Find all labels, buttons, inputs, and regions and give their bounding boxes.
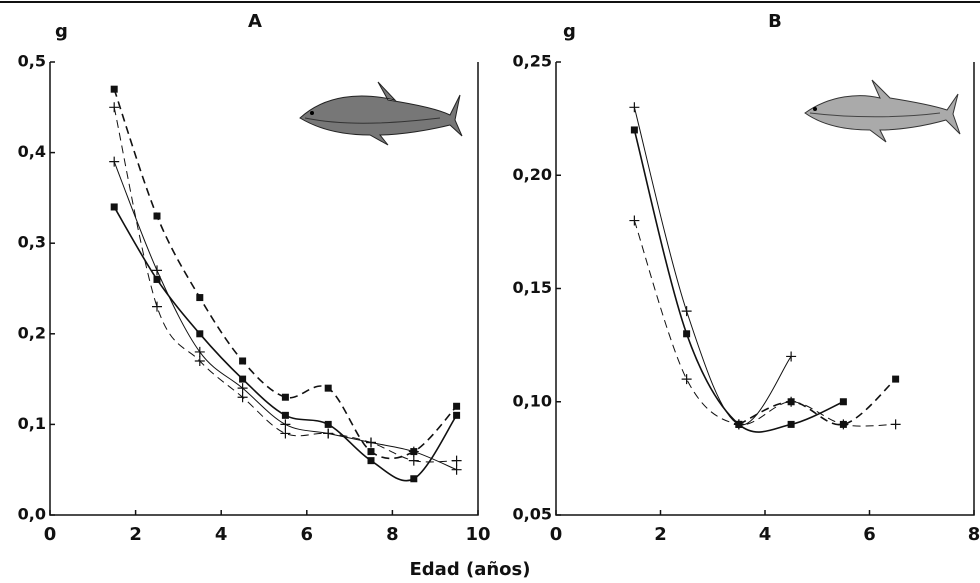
axis-frame (555, 62, 975, 516)
y-tick-label: 0,5 (18, 52, 46, 71)
square-marker (239, 375, 247, 383)
square-marker (367, 457, 375, 465)
x-tick-label: 0 (44, 524, 57, 545)
square-marker (324, 420, 332, 428)
x-tick-label: 8 (968, 524, 980, 545)
square-marker (367, 448, 375, 456)
y-tick-label: 0,25 (513, 52, 552, 71)
plus-marker (451, 464, 462, 475)
y-tick-label: 0,10 (513, 391, 552, 410)
y-tick-label: 0,20 (513, 165, 552, 184)
square-marker (735, 420, 743, 428)
y-tick-label: 0,2 (18, 323, 46, 342)
plus-marker (408, 446, 419, 457)
plus-marker (237, 383, 248, 394)
plus-marker (366, 437, 376, 448)
plus-marker (152, 301, 162, 312)
plus-marker (280, 428, 291, 439)
series-line (633, 107, 792, 426)
y-tick-label: 0,05 (513, 505, 552, 524)
y-tick-label: 0,0 (18, 505, 46, 524)
plus-marker (629, 102, 640, 113)
x-tick-label: 4 (759, 524, 772, 545)
plus-marker (109, 102, 120, 113)
square-marker (839, 420, 847, 428)
x-tick-label: 10 (465, 524, 490, 545)
y-axis-label: g (563, 21, 576, 42)
square-marker (787, 420, 795, 428)
plus-marker (194, 355, 205, 366)
plus-marker (194, 346, 205, 357)
plus-marker (890, 419, 901, 430)
y-tick-label: 0,4 (18, 142, 46, 161)
plus-marker (786, 351, 797, 362)
square-marker (110, 85, 118, 93)
x-tick-label: 2 (654, 524, 667, 545)
x-tick-label: 4 (215, 524, 228, 545)
series-line (633, 220, 896, 427)
square-marker (110, 203, 118, 211)
square-marker (410, 475, 418, 483)
series-line (633, 129, 844, 433)
x-axis-label: Edad (años) (410, 559, 531, 580)
square-marker (153, 275, 161, 283)
square-marker (839, 398, 847, 406)
series-line (113, 88, 458, 460)
square-marker (153, 212, 161, 220)
plus-marker (237, 392, 248, 403)
plus-marker (451, 455, 462, 466)
plus-marker (681, 306, 692, 317)
square-marker (683, 330, 691, 338)
plus-marker (152, 265, 162, 276)
series-line (113, 161, 457, 471)
y-tick-label: 0,3 (18, 233, 46, 252)
x-tick-label: 2 (129, 524, 142, 545)
series-line (113, 206, 458, 482)
y-tick-label: 0,15 (513, 278, 552, 297)
x-tick-label: 8 (386, 524, 399, 545)
plus-marker (408, 455, 419, 466)
square-marker (892, 375, 900, 383)
plus-marker (323, 428, 334, 439)
square-marker (453, 402, 461, 410)
plus-marker (280, 419, 291, 430)
y-tick-label: 0,1 (18, 414, 46, 433)
square-marker (281, 411, 289, 419)
square-marker (239, 357, 247, 365)
y-axis-label: g (55, 21, 68, 42)
plus-marker (109, 156, 120, 167)
x-tick-label: 0 (550, 524, 563, 545)
panel-title: B (768, 11, 782, 32)
x-tick-label: 6 (301, 524, 314, 545)
square-marker (196, 330, 204, 338)
square-marker (281, 393, 289, 401)
square-marker (196, 294, 204, 302)
square-marker (453, 411, 461, 419)
series-line (113, 107, 457, 463)
axis-frame (49, 62, 479, 516)
series-line (738, 378, 897, 426)
x-tick-label: 6 (863, 524, 876, 545)
plus-marker (629, 215, 640, 226)
panel-title: A (248, 11, 262, 32)
square-marker (787, 398, 795, 406)
square-marker (324, 384, 332, 392)
plus-marker (681, 374, 692, 385)
square-marker (630, 126, 638, 134)
fish-b (804, 79, 961, 143)
fish-a (299, 81, 463, 146)
